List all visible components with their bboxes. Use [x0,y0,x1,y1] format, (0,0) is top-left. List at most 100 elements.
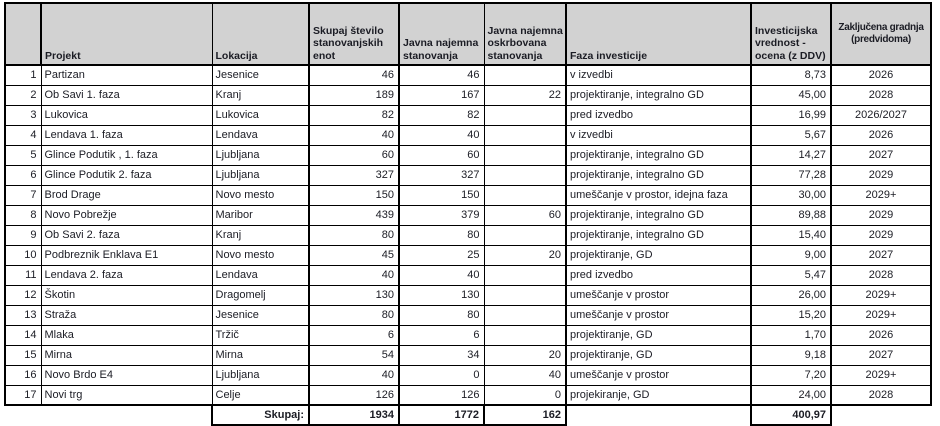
cell-gradnja: 2027 [830,244,932,266]
cell-lokacija: Novo mesto [211,184,310,206]
cell-lokacija: Dragomelj [211,284,310,306]
cell-vrednost: 7,20 [750,364,832,386]
cell-row-number: 13 [4,304,42,326]
cell-oskrbovana [483,164,567,186]
cell-oskrbovana [483,304,567,326]
cell-javna-najemna: 167 [398,84,485,106]
cell-gradnja: 2029+ [830,304,932,326]
cell-skupaj-enot: 439 [308,204,400,226]
cell-projekt: Lukovica [40,104,213,126]
cell-javna-najemna: 0 [398,364,485,386]
cell-faza: projektiranje, integralno GD [565,84,752,106]
cell-row-number: 16 [4,364,42,386]
col-header-javna-najemna-oskrbovana: Javna najemna oskrbovana stanovanja [483,2,567,66]
cell-oskrbovana: 22 [483,84,567,106]
cell-lokacija: Novo mesto [211,244,310,266]
cell-vrednost: 5,47 [750,264,832,286]
cell-row-number: 5 [4,144,42,166]
header-row: Projekt Lokacija Skupaj število stanovan… [4,2,932,66]
cell-lokacija: Maribor [211,204,310,226]
cell-row-number: 6 [4,164,42,186]
cell-oskrbovana: 40 [483,364,567,386]
cell-row-number: 10 [4,244,42,266]
cell-vrednost: 26,00 [750,284,832,306]
cell-projekt: Glince Podutik 2. faza [40,164,213,186]
cell-row-number: 15 [4,344,42,366]
cell-oskrbovana [483,324,567,346]
col-header-lokacija: Lokacija [211,2,310,66]
cell-vrednost: 8,73 [750,64,832,86]
cell-gradnja: 2026 [830,64,932,86]
total-vrednost: 400,97 [750,404,832,426]
cell-faza: pred izvedbo [565,264,752,286]
cell-projekt: Brod Drage [40,184,213,206]
cell-skupaj-enot: 54 [308,344,400,366]
cell-faza: v izvedbi [565,124,752,146]
cell-javna-najemna: 6 [398,324,485,346]
cell-skupaj-enot: 130 [308,284,400,306]
table-row: 13 Straža Jesenice 80 80 umeščanje v prostor 1… [4,304,932,326]
cell-projekt: Podbreznik Enklava E1 [40,244,213,266]
cell-oskrbovana [483,144,567,166]
cell-lokacija: Ljubljana [211,144,310,166]
total-skupaj-enot: 1934 [308,404,400,426]
total-row: Skupaj: 1934 1772 162 400,97 [5,404,931,426]
cell-lokacija: Jesenice [211,304,310,326]
cell-oskrbovana: 20 [483,244,567,266]
cell-gradnja: 2028 [830,384,932,406]
cell-javna-najemna: 80 [398,224,485,246]
cell-faza: umeščanje v prostor [565,304,752,326]
cell-projekt: Ob Savi 1. faza [40,84,213,106]
cell-vrednost: 5,67 [750,124,832,146]
cell-javna-najemna: 80 [398,304,485,326]
col-header-row-number [4,2,42,66]
cell-skupaj-enot: 150 [308,184,400,206]
cell-projekt: Lendava 1. faza [40,124,213,146]
table-row: 16 Novo Brdo E4 Ljubljana 40 0 40 umeščanje v … [4,364,932,386]
cell-oskrbovana: 60 [483,204,567,226]
cell-vrednost: 16,99 [750,104,832,126]
cell-vrednost: 14,27 [750,144,832,166]
cell-skupaj-enot: 60 [308,144,400,166]
cell-row-number: 1 [4,64,42,86]
cell-skupaj-enot: 80 [308,304,400,326]
cell-lokacija: Kranj [211,224,310,246]
cell-skupaj-enot: 80 [308,224,400,246]
cell-row-number: 9 [4,224,42,246]
cell-projekt: Straža [40,304,213,326]
cell-javna-najemna: 327 [398,164,485,186]
col-header-zakljucena-gradnja: Zaključena gradnja (predvidoma) [830,2,932,66]
cell-row-number: 12 [4,284,42,306]
cell-row-number: 17 [4,384,42,406]
total-label: Skupaj: [211,404,310,426]
cell-skupaj-enot: 40 [308,124,400,146]
table-row: 14 Mlaka Tržič 6 6 projektiranje, GD 1,70 2026 [4,324,932,346]
cell-oskrbovana [483,64,567,86]
cell-lokacija: Mirna [211,344,310,366]
cell-javna-najemna: 130 [398,284,485,306]
cell-gradnja: 2028 [830,84,932,106]
cell-lokacija: Lendava [211,124,310,146]
cell-faza: projektiranje, integralno GD [565,144,752,166]
cell-javna-najemna: 126 [398,384,485,406]
total-spacer [5,405,41,425]
cell-lokacija: Lendava [211,264,310,286]
cell-javna-najemna: 150 [398,184,485,206]
table-row: 6 Glince Podutik 2. faza Ljubljana 327 327 pr… [4,164,932,186]
cell-vrednost: 1,70 [750,324,832,346]
cell-faza: projektiranje, integralno GD [565,224,752,246]
cell-vrednost: 30,00 [750,184,832,206]
cell-gradnja: 2026/2027 [830,104,932,126]
col-header-investicijska-vrednost: Investicijska vrednost - ocena (z DDV) [750,2,832,66]
cell-skupaj-enot: 45 [308,244,400,266]
cell-projekt: Mirna [40,344,213,366]
cell-projekt: Ob Savi 2. faza [40,224,213,246]
cell-row-number: 8 [4,204,42,226]
cell-javna-najemna: 34 [398,344,485,366]
cell-gradnja: 2026 [830,324,932,346]
cell-faza: projektiranje, GD [565,324,752,346]
table-row: 9 Ob Savi 2. faza Kranj 80 80 projektiranje, … [4,224,932,246]
cell-gradnja: 2027 [830,344,932,366]
col-header-skupaj-stevilo-enot: Skupaj število stanovanjskih enot [308,2,400,66]
